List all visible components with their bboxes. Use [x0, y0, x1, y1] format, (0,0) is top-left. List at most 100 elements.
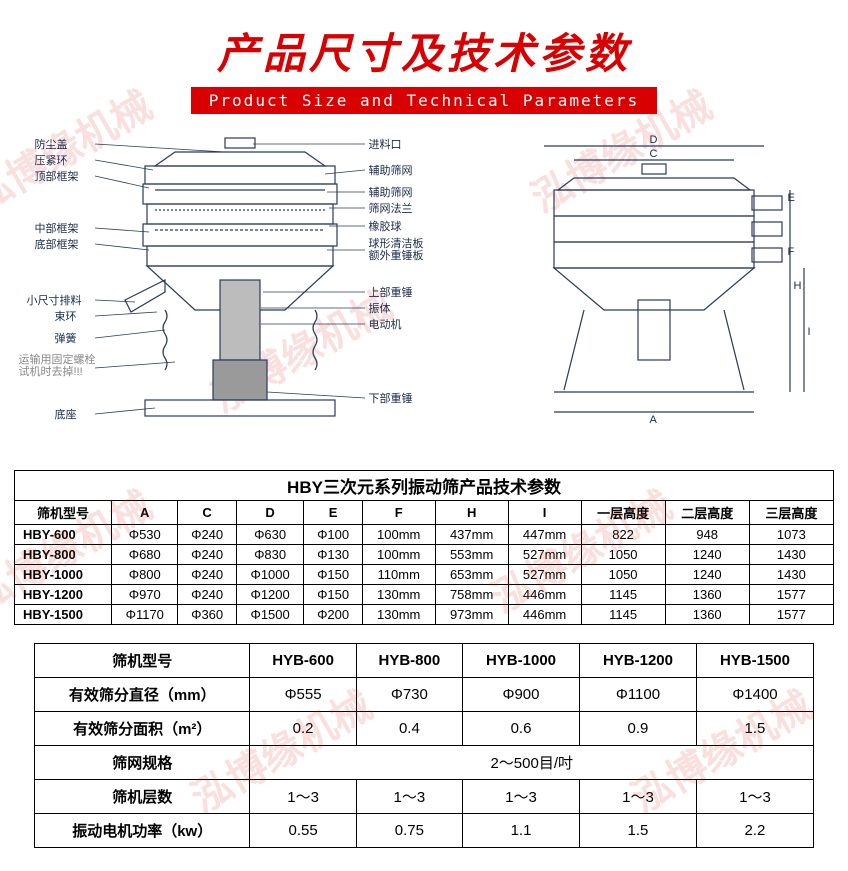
- table-cell: 1.5: [579, 814, 696, 848]
- diagram-label: 压紧环: [35, 152, 68, 168]
- table-row: 筛机层数1～31～31～31～31～3: [35, 780, 814, 814]
- spec-table-2: 筛机型号 HYB-600 HYB-800 HYB-1000 HYB-1200 H…: [34, 643, 814, 848]
- table-cell: Φ1200: [236, 585, 304, 605]
- table-cell: 1.5: [696, 712, 813, 746]
- table1-col: E: [304, 501, 362, 525]
- table-cell: 100mm: [362, 545, 435, 565]
- table2-col: 筛机型号: [35, 644, 250, 678]
- table2-col: HYB-1000: [463, 644, 580, 678]
- table2-col: HYB-1500: [696, 644, 813, 678]
- diagram-row: 防尘盖 压紧环 顶部框架 中部框架 底部框架 小尺寸排料 束环 弹簧 运输用固定…: [10, 130, 838, 460]
- table-cell: Φ150: [304, 565, 362, 585]
- diagram-label: 防尘盖: [35, 136, 68, 152]
- table-cell: 130mm: [362, 605, 435, 625]
- row-label: 有效筛分面积（m²）: [35, 712, 250, 746]
- table-cell: Φ1500: [236, 605, 304, 625]
- diagram-label: 筛网法兰: [369, 200, 413, 216]
- table-cell: Φ630: [236, 525, 304, 545]
- page-subtitle: Product Size and Technical Parameters: [191, 87, 657, 114]
- table1-col: 一层高度: [581, 501, 665, 525]
- header: 产品尺寸及技术参数 Product Size and Technical Par…: [0, 0, 848, 114]
- diagram-label: 弹簧: [55, 330, 77, 346]
- table1-col: 筛机型号: [15, 501, 112, 525]
- table-row: HBY-1000Φ800Φ240Φ1000Φ150110mm653mm527mm…: [15, 565, 834, 585]
- diagram-left: 防尘盖 压紧环 顶部框架 中部框架 底部框架 小尺寸排料 束环 弹簧 运输用固定…: [25, 130, 455, 450]
- table-cell: Φ240: [178, 545, 236, 565]
- table-cell: 1577: [749, 605, 833, 625]
- table-cell: Φ800: [112, 565, 178, 585]
- table-cell: Φ360: [178, 605, 236, 625]
- diagram-label: 球形清洁板 额外重锤板: [369, 238, 424, 262]
- diagram-right-svg: [484, 130, 824, 450]
- table-cell: Φ1170: [112, 605, 178, 625]
- diagram-label: 下部重锤: [369, 390, 413, 406]
- diagram-label: 振体: [369, 300, 391, 316]
- diagram-label: 进料口: [369, 136, 402, 152]
- table-cell: 527mm: [508, 545, 581, 565]
- table-cell: Φ555: [250, 678, 356, 712]
- table-cell: 100mm: [362, 525, 435, 545]
- dim-label: I: [808, 326, 811, 338]
- row-label: 振动电机功率（kw）: [35, 814, 250, 848]
- diagram-label: 束环: [55, 308, 77, 324]
- diagram-label: 底部框架: [35, 236, 79, 252]
- row-label: 筛机层数: [35, 780, 250, 814]
- table-cell: Φ100: [304, 525, 362, 545]
- table1-col: 三层高度: [749, 501, 833, 525]
- table-cell: 1145: [581, 605, 665, 625]
- table-row: HBY-600Φ530Φ240Φ630Φ100100mm437mm447mm82…: [15, 525, 834, 545]
- table-cell: 0.6: [463, 712, 580, 746]
- table1-title: HBY三次元系列振动筛产品技术参数: [15, 471, 834, 501]
- table2-col: HYB-800: [356, 644, 462, 678]
- table-cell: Φ130: [304, 545, 362, 565]
- table-row: 振动电机功率（kw）0.550.751.11.52.2: [35, 814, 814, 848]
- diagram-label: 辅助筛网: [369, 162, 413, 178]
- table-cell: 1240: [665, 545, 749, 565]
- diagram-label: 运输用固定螺栓 试机时去掉!!!: [19, 354, 96, 378]
- table-cell: 653mm: [435, 565, 508, 585]
- table-cell: Φ240: [178, 525, 236, 545]
- dim-label: H: [794, 280, 802, 292]
- table1-col: A: [112, 501, 178, 525]
- table-row: HBY-800Φ680Φ240Φ830Φ130100mm553mm527mm10…: [15, 545, 834, 565]
- page-title: 产品尺寸及技术参数: [0, 20, 848, 81]
- table-cell: 758mm: [435, 585, 508, 605]
- diagram-right: D C E F H I A: [484, 130, 824, 450]
- table-cell: HBY-800: [15, 545, 112, 565]
- diagram-label: 辅助筛网: [369, 184, 413, 200]
- table2-col: HYB-1200: [579, 644, 696, 678]
- table-cell: 0.9: [579, 712, 696, 746]
- table1-col: F: [362, 501, 435, 525]
- table-cell: Φ730: [356, 678, 462, 712]
- table-cell: 1360: [665, 605, 749, 625]
- table-cell: 1～3: [250, 780, 356, 814]
- row-label: 有效筛分直径（mm）: [35, 678, 250, 712]
- table-cell: HBY-600: [15, 525, 112, 545]
- table-cell: 1240: [665, 565, 749, 585]
- table-row: 有效筛分面积（m²）0.20.40.60.91.5: [35, 712, 814, 746]
- table-cell: Φ1000: [236, 565, 304, 585]
- table-cell: 948: [665, 525, 749, 545]
- table-cell: Φ240: [178, 585, 236, 605]
- dim-label: E: [788, 192, 795, 204]
- table1-col: 二层高度: [665, 501, 749, 525]
- table-cell: 1050: [581, 545, 665, 565]
- table-cell: Φ830: [236, 545, 304, 565]
- diagram-label: 底座: [55, 406, 77, 422]
- table-cell: Φ680: [112, 545, 178, 565]
- table1-col: D: [236, 501, 304, 525]
- table-cell: 130mm: [362, 585, 435, 605]
- table-cell: Φ970: [112, 585, 178, 605]
- table-cell: Φ900: [463, 678, 580, 712]
- table-cell: HBY-1000: [15, 565, 112, 585]
- table-cell: 973mm: [435, 605, 508, 625]
- table-cell: 0.4: [356, 712, 462, 746]
- table-cell: 1430: [749, 545, 833, 565]
- table-cell: 1145: [581, 585, 665, 605]
- table-cell: 437mm: [435, 525, 508, 545]
- dim-label: D: [650, 134, 658, 146]
- diagram-label: 上部重锤: [369, 284, 413, 300]
- table2-header-row: 筛机型号 HYB-600 HYB-800 HYB-1000 HYB-1200 H…: [35, 644, 814, 678]
- table-cell: 1430: [749, 565, 833, 585]
- table-cell: Φ1100: [579, 678, 696, 712]
